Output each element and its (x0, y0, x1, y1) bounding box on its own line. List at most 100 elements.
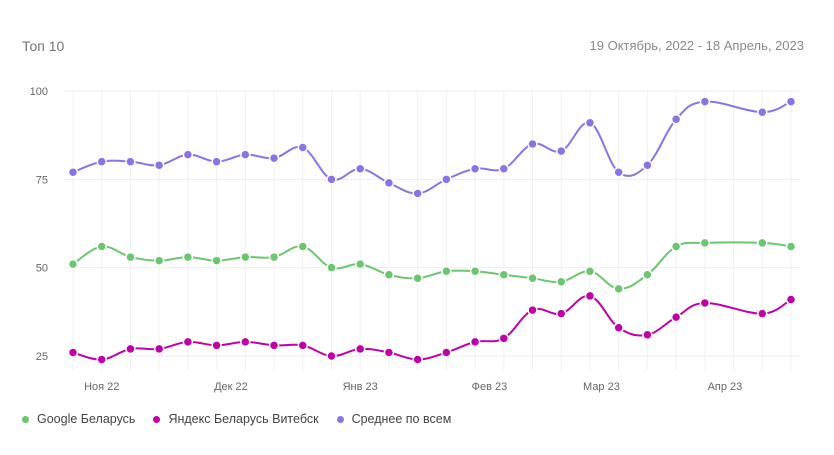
data-point (153, 159, 165, 171)
data-point (383, 347, 395, 358)
data-point (125, 156, 136, 167)
legend-item-google[interactable]: Google Беларусь (22, 412, 135, 426)
legend-marker (153, 415, 161, 423)
y-tick-label: 50 (36, 263, 48, 275)
data-point (498, 333, 510, 344)
data-point (670, 241, 682, 252)
data-point (757, 106, 768, 118)
legend-item-average[interactable]: Среднее по всем (336, 412, 452, 426)
data-point (555, 276, 567, 288)
data-point (182, 251, 194, 263)
data-point (584, 290, 596, 302)
data-point (67, 258, 79, 270)
data-point (555, 308, 567, 319)
data-point (125, 251, 136, 263)
data-point (498, 269, 510, 280)
date-range[interactable]: 19 Октябрь, 2022 - 18 Апрель, 2023 (589, 38, 804, 53)
data-point (125, 343, 136, 355)
x-tick-label: Фев 23 (472, 381, 508, 393)
legend-marker (336, 415, 344, 423)
data-point (326, 350, 337, 362)
data-point (642, 269, 653, 280)
data-point (383, 177, 395, 189)
data-point (757, 308, 768, 319)
x-tick-label: Ноя 22 (84, 381, 119, 393)
data-point (412, 188, 423, 199)
data-point (67, 347, 79, 358)
series-line (72, 241, 792, 290)
data-point (613, 322, 624, 333)
data-point (412, 273, 423, 284)
data-point (699, 96, 711, 107)
data-point (785, 241, 797, 252)
data-point (96, 241, 107, 252)
legend-label: Google Беларусь (37, 412, 136, 426)
data-point (670, 114, 682, 125)
data-point (96, 156, 107, 167)
data-point (642, 159, 653, 171)
data-point (182, 149, 194, 160)
data-point (699, 237, 711, 249)
data-point (383, 269, 395, 280)
data-point (268, 152, 280, 164)
series-line (72, 294, 792, 361)
data-point (498, 163, 510, 174)
data-point (699, 297, 711, 309)
data-point (613, 283, 624, 295)
data-point (527, 304, 538, 316)
data-point (354, 258, 366, 270)
data-point (642, 329, 653, 341)
data-point (469, 265, 481, 277)
data-point (182, 336, 194, 348)
data-point (211, 340, 222, 351)
x-tick-label: Мар 23 (583, 381, 620, 393)
y-tick-label: 100 (30, 86, 48, 98)
data-point (527, 273, 538, 284)
data-point (441, 174, 452, 185)
x-tick-label: Дек 22 (214, 381, 248, 393)
x-tick-label: Янв 23 (343, 381, 378, 393)
y-tick-label: 25 (36, 351, 48, 363)
data-point (412, 354, 423, 365)
data-point (297, 340, 309, 351)
legend-item-yandex[interactable]: Яндекс Беларусь Витебск (153, 412, 319, 426)
data-point (785, 294, 797, 305)
data-point (469, 163, 481, 174)
data-point (326, 174, 337, 185)
data-point (441, 265, 452, 277)
data-point (153, 255, 165, 266)
legend-label: Среднее по всем (351, 412, 452, 426)
data-point (670, 311, 682, 323)
data-point (584, 117, 596, 129)
data-point (441, 347, 452, 358)
data-point (757, 237, 768, 249)
data-point (153, 343, 165, 355)
data-point (96, 354, 107, 365)
legend: Google Беларусь Яндекс Беларусь Витебск … (22, 412, 451, 426)
data-point (268, 251, 280, 263)
data-point (297, 142, 309, 153)
data-point (326, 262, 337, 273)
y-tick-label: 75 (36, 174, 48, 186)
data-point (297, 241, 309, 252)
data-point (354, 343, 366, 355)
data-point (527, 138, 538, 150)
chart-title: Топ 10 (22, 38, 65, 54)
data-point (240, 251, 251, 263)
legend-label: Яндекс Беларусь Витебск (168, 412, 319, 426)
data-point (268, 340, 280, 351)
data-point (469, 336, 481, 348)
data-point (584, 265, 596, 277)
data-point (785, 96, 797, 107)
data-point (240, 149, 251, 160)
data-point (354, 163, 366, 174)
x-tick-label: Апр 23 (708, 381, 743, 393)
data-point (67, 167, 79, 178)
data-point (240, 336, 251, 348)
data-point (211, 156, 222, 167)
data-point (613, 167, 624, 178)
legend-marker (22, 415, 29, 423)
data-point (555, 145, 567, 157)
